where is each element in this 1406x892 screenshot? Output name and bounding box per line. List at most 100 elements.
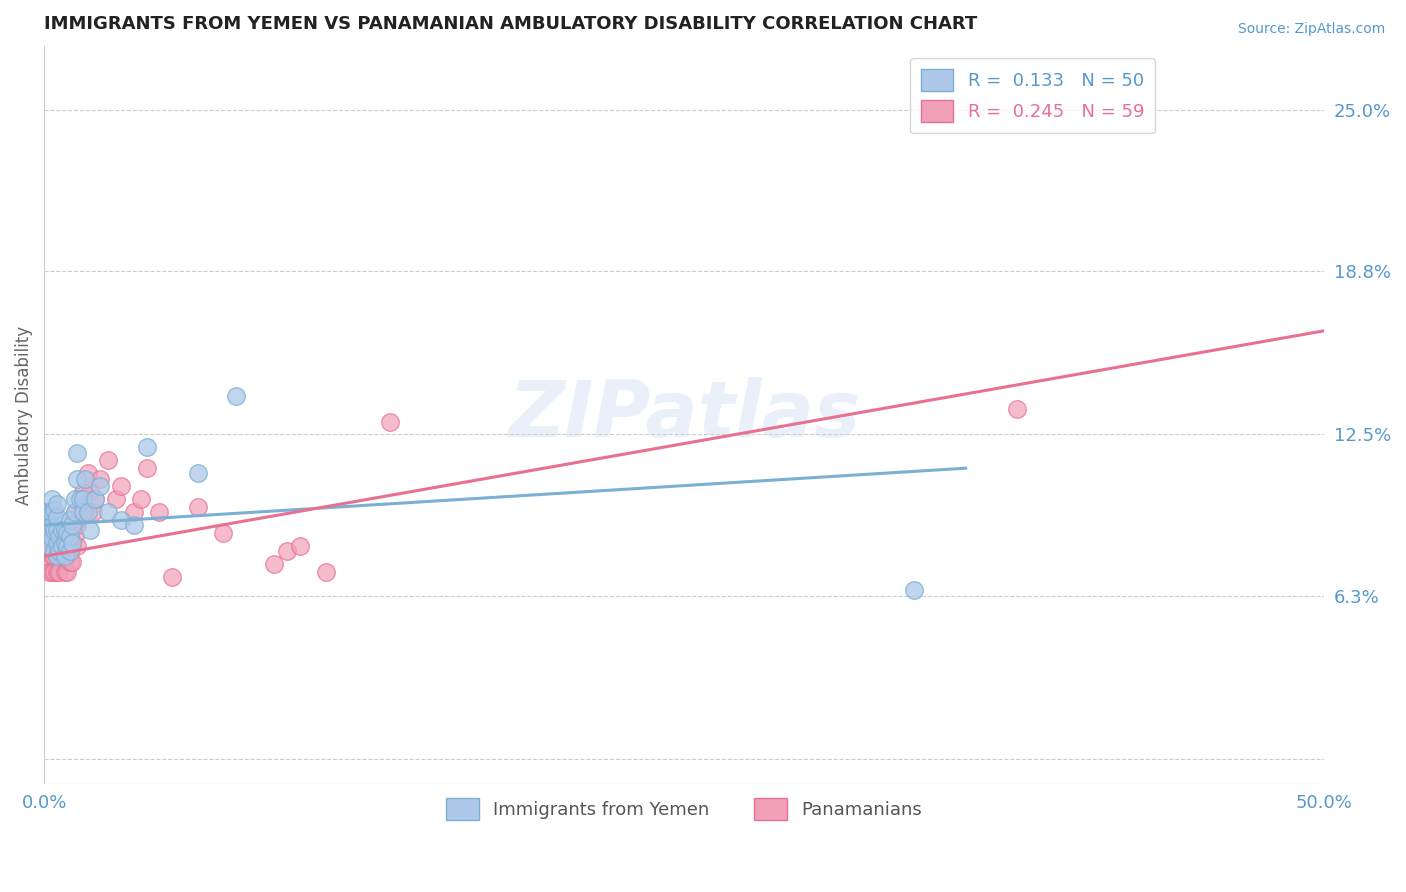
Point — [41, 536, 63, 550]
Point — [41, 565, 63, 579]
Point — [66, 539, 89, 553]
Point — [84, 492, 107, 507]
Point — [110, 479, 132, 493]
Point — [51, 539, 73, 553]
Point — [187, 467, 209, 481]
Point — [44, 549, 66, 564]
Point — [263, 557, 285, 571]
Point — [160, 570, 183, 584]
Point — [56, 526, 79, 541]
Point — [72, 500, 94, 514]
Point — [48, 544, 70, 558]
Point — [63, 528, 86, 542]
Point — [89, 471, 111, 485]
Y-axis label: Ambulatory Disability: Ambulatory Disability — [15, 326, 32, 505]
Point — [59, 513, 82, 527]
Point — [97, 505, 120, 519]
Point — [59, 544, 82, 558]
Text: ZIPatlas: ZIPatlas — [508, 377, 860, 453]
Point — [48, 528, 70, 542]
Point — [51, 549, 73, 564]
Point — [79, 484, 101, 499]
Point — [53, 549, 76, 564]
Point — [48, 549, 70, 564]
Point — [72, 505, 94, 519]
Point — [51, 539, 73, 553]
Point — [72, 492, 94, 507]
Point — [35, 524, 58, 538]
Point — [45, 565, 67, 579]
Point — [38, 539, 60, 553]
Point — [45, 549, 67, 564]
Point — [53, 549, 76, 564]
Point — [66, 445, 89, 459]
Point — [79, 524, 101, 538]
Point — [56, 549, 79, 564]
Point — [378, 415, 401, 429]
Point — [212, 526, 235, 541]
Point — [60, 554, 83, 568]
Point — [225, 389, 247, 403]
Point — [38, 539, 60, 553]
Point — [276, 544, 298, 558]
Point — [131, 492, 153, 507]
Point — [135, 441, 157, 455]
Point — [75, 471, 97, 485]
Text: Source: ZipAtlas.com: Source: ZipAtlas.com — [1237, 22, 1385, 37]
Point — [38, 524, 60, 538]
Point — [53, 565, 76, 579]
Point — [59, 544, 82, 558]
Point — [60, 536, 83, 550]
Point — [45, 524, 67, 538]
Point — [45, 510, 67, 524]
Point — [69, 492, 91, 507]
Point — [44, 536, 66, 550]
Point — [53, 524, 76, 538]
Point — [53, 536, 76, 550]
Point — [41, 518, 63, 533]
Point — [48, 565, 70, 579]
Point — [84, 492, 107, 507]
Point — [38, 565, 60, 579]
Point — [110, 513, 132, 527]
Point — [148, 505, 170, 519]
Point — [903, 582, 925, 597]
Point — [288, 539, 311, 553]
Point — [59, 554, 82, 568]
Legend: Immigrants from Yemen, Panamanians: Immigrants from Yemen, Panamanians — [439, 790, 929, 827]
Point — [60, 518, 83, 533]
Point — [82, 505, 104, 519]
Point — [41, 549, 63, 564]
Point — [97, 453, 120, 467]
Point — [104, 492, 127, 507]
Point — [56, 539, 79, 553]
Point — [38, 505, 60, 519]
Point — [45, 536, 67, 550]
Point — [41, 492, 63, 507]
Point — [76, 467, 98, 481]
Point — [48, 536, 70, 550]
Point — [60, 539, 83, 553]
Point — [41, 505, 63, 519]
Point — [63, 492, 86, 507]
Point — [35, 505, 58, 519]
Point — [41, 531, 63, 545]
Point — [41, 524, 63, 538]
Point — [45, 498, 67, 512]
Point — [44, 502, 66, 516]
Point — [53, 536, 76, 550]
Point — [44, 524, 66, 538]
Point — [63, 505, 86, 519]
Point — [66, 518, 89, 533]
Point — [66, 471, 89, 485]
Point — [89, 479, 111, 493]
Point — [45, 549, 67, 564]
Point — [72, 484, 94, 499]
Point — [56, 565, 79, 579]
Point — [187, 500, 209, 514]
Point — [35, 518, 58, 533]
Point — [122, 518, 145, 533]
Point — [44, 565, 66, 579]
Point — [45, 524, 67, 538]
Point — [135, 461, 157, 475]
